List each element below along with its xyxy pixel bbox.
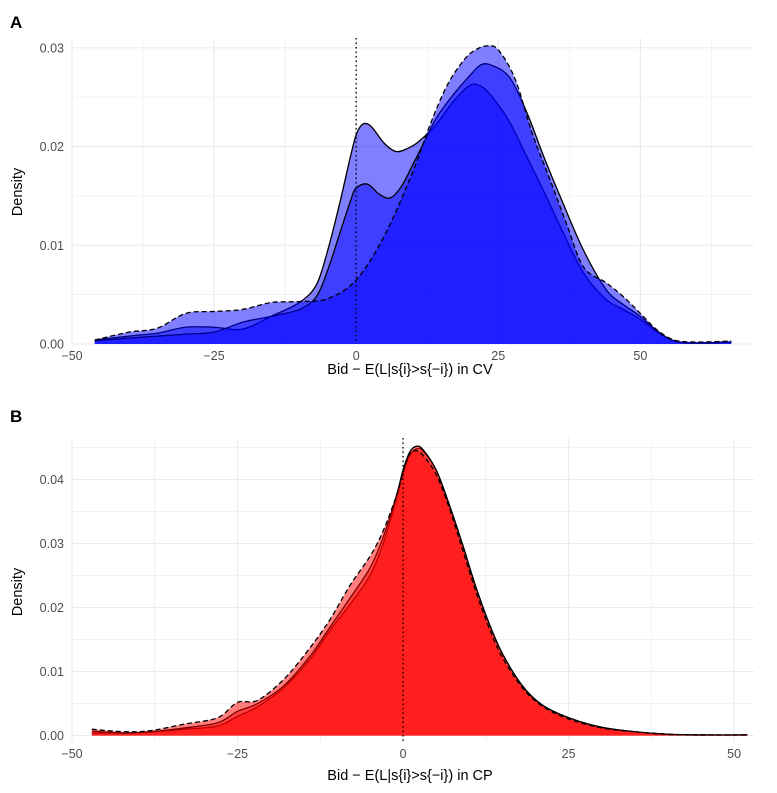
- x-tick-label: 25: [491, 349, 505, 363]
- y-axis-label: Density: [10, 167, 26, 216]
- y-axis-label: Density: [10, 567, 26, 616]
- x-tick-label: −25: [227, 747, 248, 761]
- density-line-3: [91, 450, 748, 736]
- panel-a: A 0.00 0.01 0.02 0.03 −50 −25 0 25 50 Bid − E(L…: [10, 13, 754, 378]
- x-tick-labels: −50 −25 0 25 50: [61, 747, 741, 761]
- y-tick-label: 0.00: [40, 338, 64, 352]
- x-tick-label: −50: [61, 747, 82, 761]
- y-tick-labels: 0.00 0.01 0.02 0.03: [40, 41, 64, 351]
- x-axis-label: Bid − E(L|s{i}>s{−i}) in CV: [327, 362, 493, 378]
- y-tick-label: 0.02: [40, 140, 64, 154]
- density-area-3: [91, 450, 748, 736]
- x-axis-label: Bid − E(L|s{i}>s{−i}) in CP: [327, 768, 492, 784]
- panel-label: A: [10, 13, 22, 32]
- x-tick-labels: −50 −25 0 25 50: [61, 349, 647, 363]
- density-areas: [91, 445, 748, 736]
- y-tick-label: 0.04: [40, 473, 64, 487]
- density-area-3: [94, 45, 732, 344]
- x-tick-label: 0: [400, 747, 407, 761]
- x-tick-label: 50: [727, 747, 741, 761]
- x-tick-label: −50: [61, 349, 82, 363]
- y-tick-label: 0.00: [40, 729, 64, 743]
- y-tick-labels: 0.00 0.01 0.02 0.03 0.04: [40, 473, 64, 743]
- x-tick-label: 25: [562, 747, 576, 761]
- density-areas: [94, 45, 732, 344]
- y-tick-label: 0.01: [40, 239, 64, 253]
- x-tick-label: 50: [633, 349, 647, 363]
- x-tick-label: 0: [353, 349, 360, 363]
- x-tick-label: −25: [203, 349, 224, 363]
- panel-label: B: [10, 407, 22, 426]
- y-tick-label: 0.01: [40, 665, 64, 679]
- y-tick-label: 0.02: [40, 601, 64, 615]
- panel-b: B 0.00 0.01 0.02 0.03 0.04 −50 −25 0 25 50 Bid −…: [10, 407, 754, 784]
- y-tick-label: 0.03: [40, 41, 64, 55]
- y-tick-label: 0.03: [40, 537, 64, 551]
